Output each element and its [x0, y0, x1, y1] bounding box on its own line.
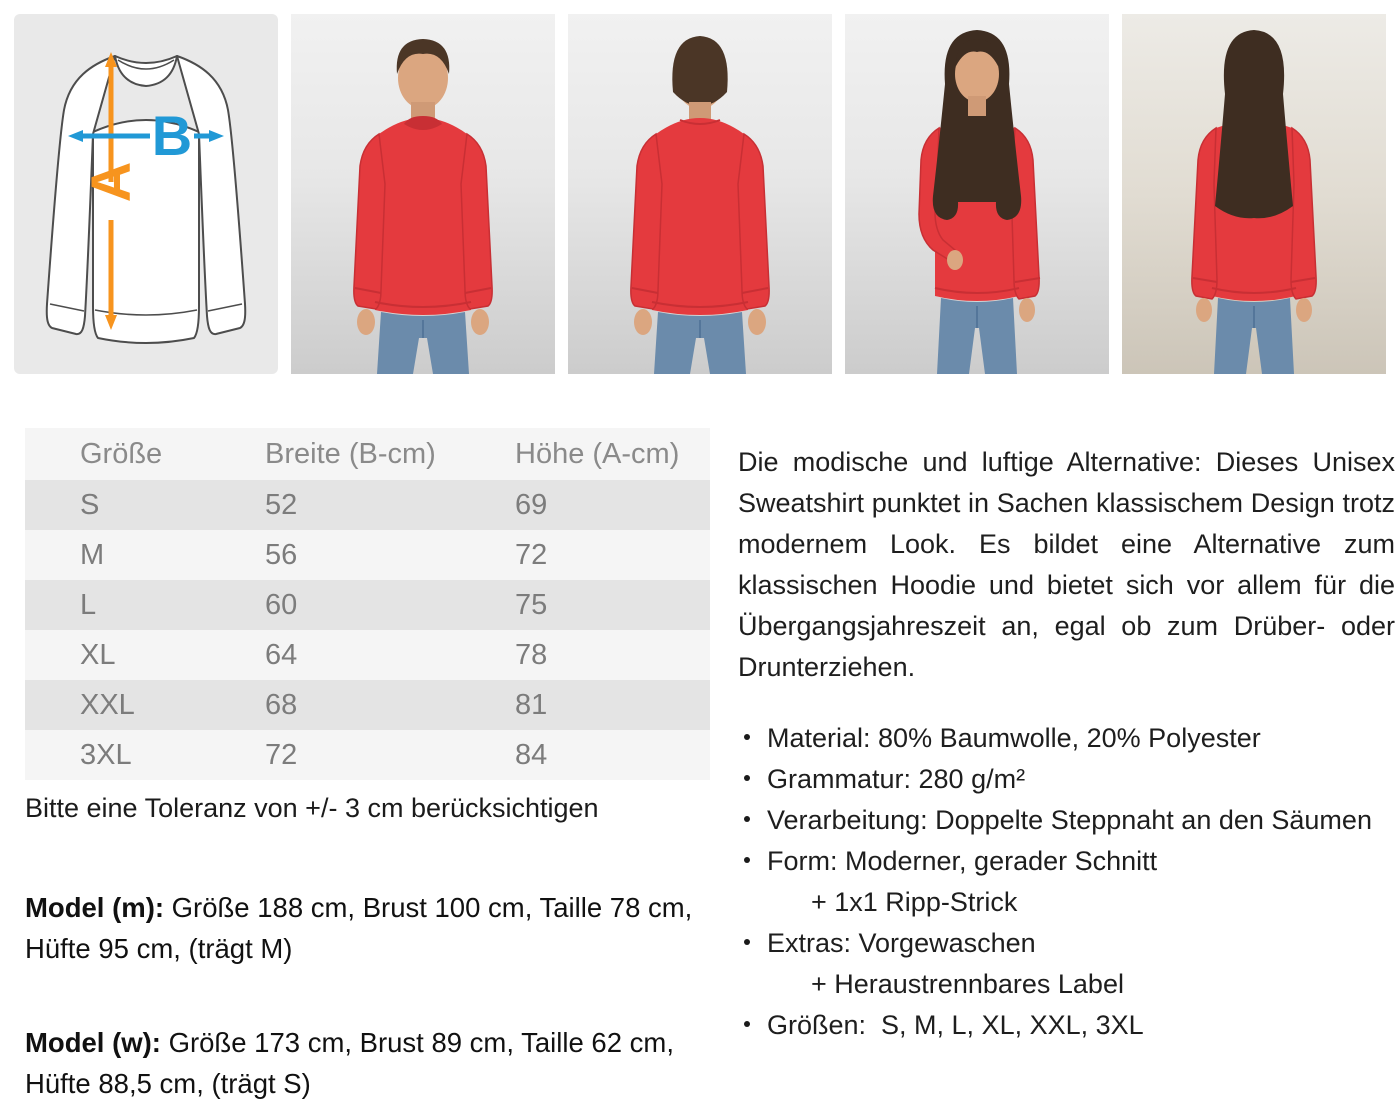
neck: [968, 96, 986, 116]
feature-item: Verarbeitung: Doppelte Steppnaht an den …: [738, 800, 1395, 841]
feature-text: Extras: Vorgewaschen: [767, 928, 1036, 958]
male-back-illustration: [630, 36, 770, 374]
size-table-header-row: Größe Breite (B-cm) Höhe (A-cm): [25, 428, 710, 480]
left-hand: [1196, 298, 1212, 322]
model-female-label: Model (w):: [25, 1026, 161, 1058]
size-table-row-S: S 52 69: [25, 480, 710, 530]
feature-text: Grammatur: 280 g/m²: [767, 764, 1026, 794]
bullet-icon: [744, 774, 750, 781]
size-table-header: Größe: [25, 428, 210, 480]
right-hand: [1296, 298, 1312, 322]
feature-item: Größen: S, M, L, XL, XXL, 3XL: [738, 1005, 1395, 1046]
product-gallery: A B: [14, 14, 1386, 374]
hair-back: [932, 30, 1022, 220]
bullet-icon: [744, 733, 750, 740]
collar-inner-seam: [117, 59, 175, 70]
size-info-column: Größe Breite (B-cm) Höhe (A-cm) S 52 69 M 56 72…: [25, 428, 710, 1109]
size-table-body: S 52 69 M 56 72 L 60 75 XL 64 78 XXL 68 81 3XL 72 84: [25, 480, 710, 780]
size-diagram: A B: [45, 52, 247, 344]
jeans: [377, 312, 469, 374]
feature-text: Form: Moderner, gerader Schnitt: [767, 846, 1158, 876]
model-info-female: Model (w): Größe 173 cm, Brust 89 cm, Ta…: [25, 1022, 715, 1105]
feature-subtext: + 1x1 Ripp-Strick: [811, 887, 1018, 917]
male-front-illustration: [353, 39, 493, 374]
sweatshirt-hem-seam: [94, 309, 198, 316]
size-table-row-XXL: XXL 68 81: [25, 680, 710, 730]
size-table-header: Höhe (A-cm): [460, 428, 710, 480]
feature-list: Material: 80% Baumwolle, 20% Polyester Gr…: [738, 718, 1395, 1046]
left-hand: [634, 309, 652, 335]
size-table-row-3XL: 3XL 72 84: [25, 730, 710, 780]
feature-text: Verarbeitung: Doppelte Steppnaht an den …: [767, 805, 1372, 835]
photo-female-back[interactable]: [1122, 14, 1386, 374]
collar-band: [114, 55, 178, 87]
width-arrow: B: [68, 104, 224, 167]
right-hand: [748, 309, 766, 335]
feature-text: Größen: S, M, L, XL, XXL, 3XL: [767, 1010, 1144, 1040]
sweatshirt-right-sleeve: [176, 55, 247, 336]
feature-subtext: + Heraustrennbares Label: [811, 969, 1124, 999]
size-table-row-M: M 56 72: [25, 530, 710, 580]
model-male-measurements: Größe 188 cm, Brust 100 cm, Taille 78 cm…: [25, 892, 693, 965]
photo-male-front[interactable]: [291, 14, 555, 374]
hair: [396, 39, 450, 74]
jeans: [654, 312, 746, 374]
size-table-row-XL: XL 64 78: [25, 630, 710, 680]
model-info-male: Model (m): Größe 188 cm, Brust 100 cm, T…: [25, 887, 715, 970]
hair-front: [955, 39, 999, 66]
head: [398, 47, 448, 109]
collar: [404, 116, 442, 130]
height-arrow: A: [79, 52, 142, 330]
feature-item: Material: 80% Baumwolle, 20% Polyester: [738, 718, 1395, 759]
photo-male-back[interactable]: [568, 14, 832, 374]
right-hand: [1019, 298, 1035, 322]
bullet-icon: [744, 856, 750, 863]
sweatshirt: [630, 118, 770, 315]
left-cuff-seam: [49, 303, 85, 312]
right-hand: [471, 309, 489, 335]
size-table: Größe Breite (B-cm) Höhe (A-cm) S 52 69 M 56 72…: [25, 428, 710, 780]
hair: [1215, 30, 1293, 219]
width-dimension-label: B: [152, 104, 192, 167]
sweatshirt-torso: [92, 119, 200, 344]
feature-item: Grammatur: 280 g/m²: [738, 759, 1395, 800]
female-back-illustration: [1191, 30, 1317, 374]
height-dimension-label: A: [79, 162, 142, 202]
neck: [689, 102, 711, 120]
bullet-icon: [744, 1020, 750, 1027]
product-info-section: Größe Breite (B-cm) Höhe (A-cm) S 52 69 M 56 72…: [25, 428, 1395, 1109]
model-female-measurements: Größe 173 cm, Brust 89 cm, Taille 62 cm,…: [25, 1026, 674, 1099]
sweatshirt-left-sleeve: [45, 55, 116, 336]
head: [955, 46, 999, 102]
tolerance-note: Bitte eine Toleranz von +/- 3 cm berücks…: [25, 793, 599, 823]
sweatshirt: [353, 116, 493, 315]
jeans: [937, 298, 1017, 374]
feature-item: Extras: Vorgewaschen + Heraustrennbares L…: [738, 923, 1395, 1005]
right-cuff-seam: [207, 303, 243, 312]
feature-text: Material: 80% Baumwolle, 20% Polyester: [767, 723, 1261, 753]
photo-female-front[interactable]: [845, 14, 1109, 374]
jeans: [1214, 298, 1294, 374]
hair: [672, 36, 728, 106]
size-table-header: Breite (B-cm): [210, 428, 460, 480]
size-table-row-L: L 60 75: [25, 580, 710, 630]
bullet-icon: [744, 938, 750, 945]
description-column: Die modische und luftige Alternative: Di…: [738, 428, 1395, 1109]
model-male-label: Model (m):: [25, 892, 165, 923]
product-description: Die modische und luftige Alternative: Di…: [738, 447, 1395, 682]
bullet-icon: [744, 815, 750, 822]
female-front-illustration: [918, 30, 1041, 374]
left-hand: [357, 309, 375, 335]
size-diagram-tile[interactable]: A B: [14, 14, 278, 374]
feature-item: Form: Moderner, gerader Schnitt + 1x1 Rip…: [738, 841, 1395, 923]
sweatshirt-outline-drawing: [45, 55, 247, 344]
left-hand: [947, 250, 963, 270]
